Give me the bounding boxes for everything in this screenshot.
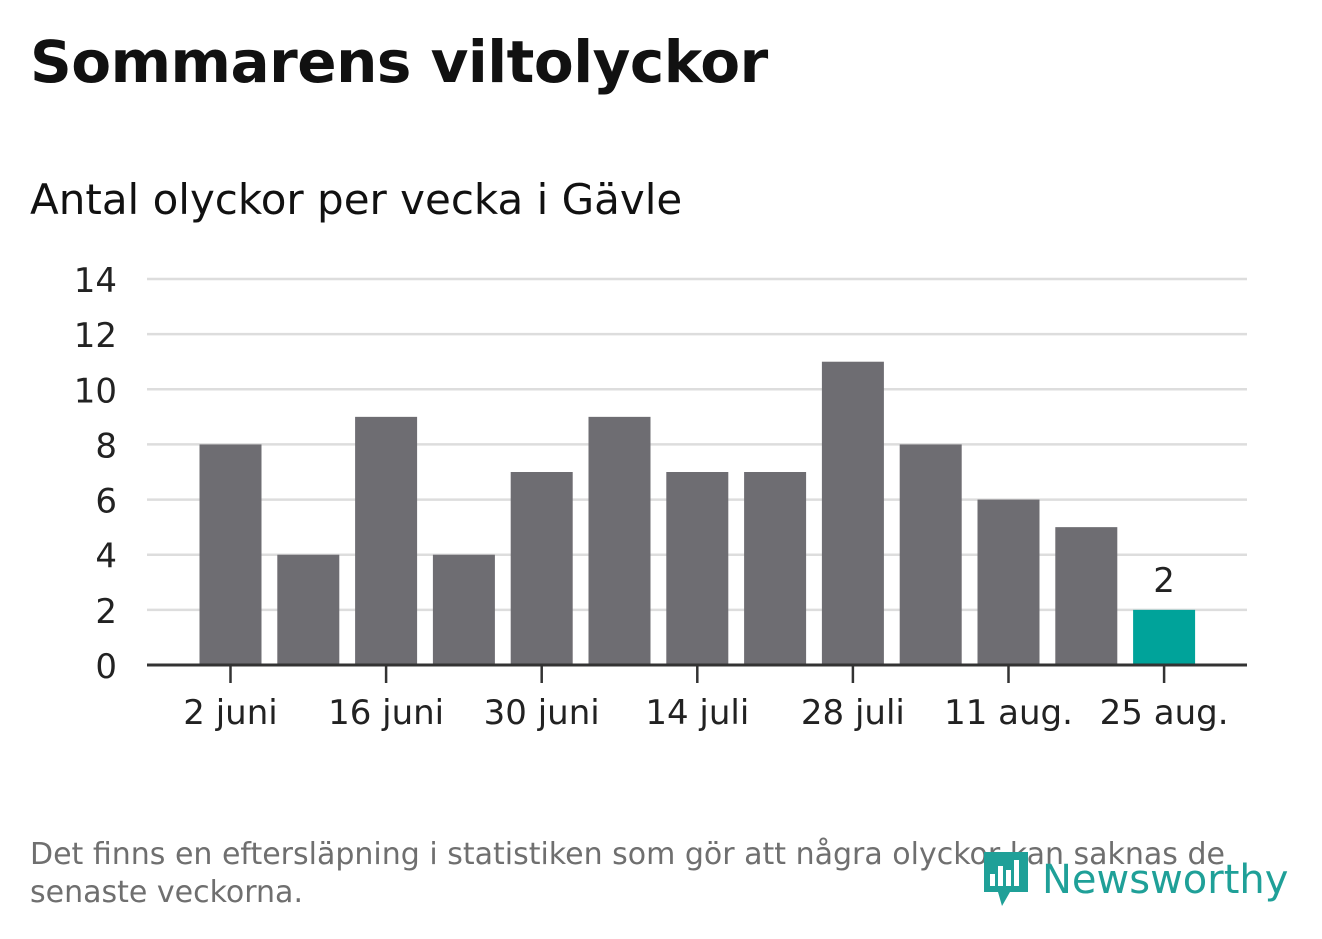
brand-logo: Newsworthy <box>980 848 1288 912</box>
bar <box>977 499 1040 665</box>
bar <box>1055 527 1118 665</box>
x-tick-label: 30 juni <box>484 693 600 733</box>
bar <box>355 416 418 665</box>
x-tick-label: 28 juli <box>801 693 905 733</box>
y-tick-label: 4 <box>95 537 117 577</box>
bar <box>588 416 651 665</box>
bar <box>199 444 262 665</box>
bar <box>277 554 340 665</box>
y-tick-label: 10 <box>74 371 117 411</box>
bar <box>666 472 729 665</box>
chart-bubble-icon <box>984 852 1028 906</box>
data-label: 2 <box>1153 561 1175 601</box>
bar <box>899 444 962 665</box>
y-tick-label: 2 <box>95 592 117 632</box>
x-tick-label: 14 juli <box>645 693 749 733</box>
y-tick-label: 0 <box>95 647 117 687</box>
chart-subtitle: Antal olyckor per vecka i Gävle <box>30 175 683 224</box>
y-tick-label: 14 <box>74 261 117 301</box>
bar-highlight <box>1133 609 1196 665</box>
y-tick-label: 12 <box>74 316 117 356</box>
bar <box>744 472 807 665</box>
x-tick-label: 16 juni <box>328 693 444 733</box>
bar <box>510 472 573 665</box>
bar-chart: 0 2 4 6 8 10 12 14 2 2 juni 16 juni 30 juni 14 juli 2… <box>74 261 1247 733</box>
y-tick-label: 8 <box>95 426 117 466</box>
x-tick-label: 2 juni <box>183 693 277 733</box>
x-tick-label: 11 aug. <box>944 693 1073 733</box>
chart-title: Sommarens viltolyckor <box>30 28 768 96</box>
y-tick-label: 6 <box>95 482 117 522</box>
bar <box>821 361 884 665</box>
brand-name: Newsworthy <box>1042 857 1289 903</box>
x-tick-label: 25 aug. <box>1100 693 1229 733</box>
bar <box>432 554 495 665</box>
